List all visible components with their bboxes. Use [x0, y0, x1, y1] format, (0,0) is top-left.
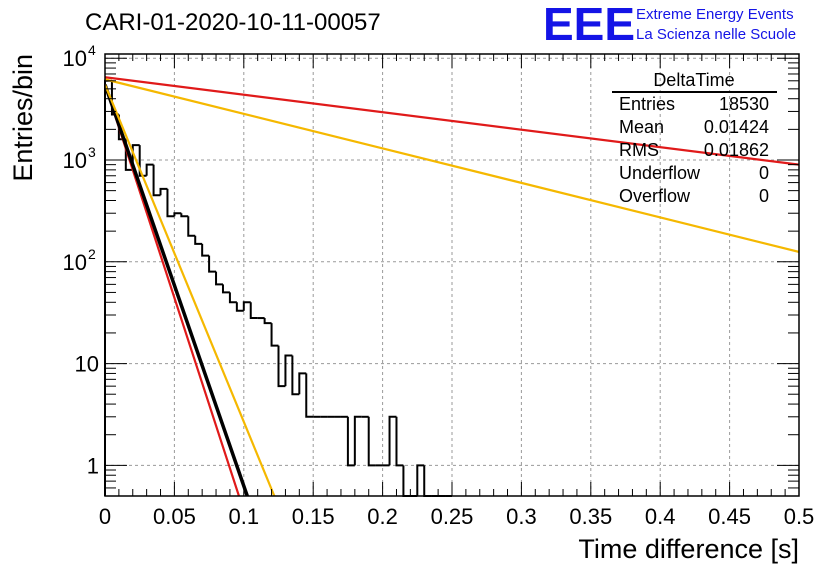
x-tick-label: 0 [99, 504, 111, 529]
histogram-bin [367, 416, 376, 467]
x-tick-label: 0.2 [367, 504, 398, 529]
x-tick-label: 0.45 [708, 504, 751, 529]
y-axis-title: Entries/bin [8, 54, 38, 182]
stats-box: DeltaTime Entries 18530 Mean 0.01424 RMS… [612, 70, 777, 206]
logo-line-1: Extreme Energy Events [636, 6, 794, 23]
logo-mark: EEE [543, 0, 635, 50]
histogram-bin [249, 302, 258, 320]
fit-curve [105, 78, 799, 253]
histogram-bin [159, 187, 168, 196]
histogram-bin [277, 345, 286, 388]
x-tick-label: 0.1 [229, 504, 260, 529]
x-tick-label: 0.05 [153, 504, 196, 529]
stats-value-underflow: 0 [759, 163, 769, 183]
x-tick-label: 0.15 [292, 504, 335, 529]
y-tick-label: 1 [87, 453, 99, 478]
histogram-bin [152, 164, 161, 197]
y-tick-label: 10 [63, 46, 87, 71]
histogram-bin [291, 355, 300, 396]
histogram-bin [173, 212, 182, 217]
histogram-bin [416, 464, 425, 496]
y-tick-label: 10 [75, 352, 99, 377]
histogram-bin [284, 354, 293, 387]
histogram-bin [166, 188, 175, 218]
histogram-bin [395, 416, 404, 467]
logo: EEE Extreme Energy Events La Scienza nel… [543, 0, 796, 50]
stats-label-mean: Mean [619, 117, 664, 137]
histogram-bin [298, 372, 307, 395]
histogram-bin [138, 145, 147, 177]
fit-curves [105, 76, 799, 496]
logo-line-2: La Scienza nelle Scuole [636, 26, 796, 43]
x-tick-label: 0.25 [431, 504, 474, 529]
fit-curve [105, 84, 249, 496]
y-tick-label: 10 [63, 148, 87, 173]
histogram-bin [215, 271, 223, 286]
histogram-bin [201, 243, 210, 257]
x-tick-label: 0.35 [569, 504, 612, 529]
x-tick-label: 0.3 [506, 504, 537, 529]
histogram-bin [353, 415, 362, 466]
y-tick-exponent: 2 [88, 246, 96, 262]
histogram-bin [388, 415, 397, 466]
stats-label-entries: Entries [619, 94, 675, 114]
stats-value-overflow: 0 [759, 186, 769, 206]
x-tick-label: 0.4 [645, 504, 676, 529]
histogram-bin [305, 373, 314, 418]
fit-curve [105, 84, 276, 496]
y-tick-exponent: 3 [88, 144, 96, 160]
x-tick-label: 0.5 [784, 504, 815, 529]
histogram-bin [235, 302, 244, 312]
histogram-bin [180, 213, 189, 218]
stats-value-mean: 0.01424 [704, 117, 769, 137]
y-tick-exponent: 4 [88, 42, 96, 58]
stats-value-entries: 18530 [719, 94, 769, 114]
histogram-bin [346, 416, 355, 467]
axis-ticks: 0 0.05 0.1 0.15 0.2 0.25 0.3 0.35 0.4 0.45 0.5 1 10 1… [63, 42, 815, 529]
stats-value-rms: 0.01862 [704, 140, 769, 160]
stats-label-overflow: Overflow [619, 186, 691, 206]
histogram-bin [228, 292, 237, 304]
histogram-bin [221, 284, 230, 294]
y-tick-label: 10 [63, 250, 87, 275]
stats-label-underflow: Underflow [619, 163, 701, 183]
histogram-bin [270, 323, 279, 347]
histogram-bin [208, 255, 217, 273]
histogram-bin [263, 318, 272, 325]
histogram-bin [187, 216, 196, 237]
stats-name: DeltaTime [653, 70, 734, 90]
histogram-bin [242, 301, 251, 311]
fit-curve [105, 76, 799, 166]
x-axis-title: Time difference [s] [578, 534, 799, 564]
chart-title: CARI-01-2020-10-11-00057 [85, 9, 381, 36]
stats-label-rms: RMS [619, 140, 659, 160]
histogram-bin [194, 235, 203, 245]
histogram-bin [145, 163, 154, 176]
